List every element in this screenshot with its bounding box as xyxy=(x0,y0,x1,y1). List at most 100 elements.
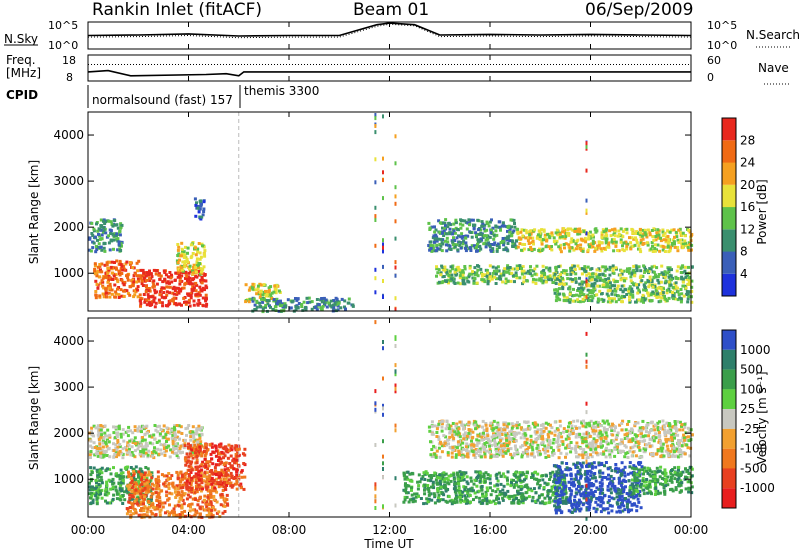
heat-cell xyxy=(623,228,627,231)
heat-cell xyxy=(662,454,666,458)
heat-cell xyxy=(253,303,257,307)
heat-cell xyxy=(90,232,94,235)
heat-cell xyxy=(657,295,661,299)
heat-cell xyxy=(456,281,460,285)
heat-cell xyxy=(597,299,601,303)
heat-cell xyxy=(633,282,637,286)
heat-cell xyxy=(144,442,148,445)
heat-cell xyxy=(520,267,523,270)
heat-cell xyxy=(102,452,106,456)
heat-cell xyxy=(504,421,507,425)
heat-cell xyxy=(474,233,478,237)
heat-cell xyxy=(118,487,122,491)
heat-cell xyxy=(175,451,179,455)
heat-cell xyxy=(484,423,488,427)
heat-cell xyxy=(121,281,125,285)
heat-cell xyxy=(449,265,453,269)
heat-cell xyxy=(238,484,242,488)
heat-cell xyxy=(463,431,467,435)
heat-cell xyxy=(530,445,534,449)
heat-cell xyxy=(672,447,676,451)
heat-cell xyxy=(606,294,610,298)
heat-cell xyxy=(374,113,377,117)
heat-cell xyxy=(223,497,227,501)
heat-cell xyxy=(607,289,611,293)
heat-cell xyxy=(164,295,168,299)
heat-cell xyxy=(443,221,447,225)
heat-cell xyxy=(178,282,182,286)
heat-cell xyxy=(88,492,92,496)
heat-cell xyxy=(99,451,102,455)
heat-cell xyxy=(198,293,202,297)
heat-cell xyxy=(540,240,544,244)
heat-cell xyxy=(480,274,484,278)
heat-cell xyxy=(442,275,446,278)
colorbar-swatch xyxy=(722,140,736,163)
heat-cell xyxy=(661,244,665,248)
heat-cell xyxy=(663,273,667,277)
heat-cell xyxy=(656,428,660,432)
heat-cell xyxy=(643,231,647,235)
heat-cell xyxy=(672,240,676,244)
heat-cell xyxy=(576,246,580,250)
heat-cell xyxy=(157,273,161,277)
heat-cell xyxy=(657,300,661,304)
heat-cell xyxy=(92,466,96,470)
heat-cell xyxy=(127,473,131,477)
heat-cell xyxy=(194,265,198,269)
heat-cell xyxy=(571,278,575,282)
heat-cell xyxy=(511,241,515,245)
heat-cell xyxy=(561,440,565,444)
heat-cell xyxy=(643,450,647,454)
heat-cell xyxy=(184,514,187,518)
heat-cell xyxy=(684,284,688,288)
heat-cell xyxy=(166,510,170,514)
heat-cell xyxy=(534,440,538,444)
heat-cell xyxy=(208,443,212,447)
heat-cell xyxy=(562,295,566,299)
heat-cell xyxy=(575,244,579,247)
heat-cell xyxy=(181,249,184,253)
heat-cell xyxy=(142,438,146,442)
heat-cell xyxy=(198,257,202,261)
heat-cell xyxy=(594,451,598,455)
heat-cell xyxy=(588,435,592,438)
heat-cell xyxy=(114,488,118,492)
heat-cell xyxy=(564,437,568,441)
heat-cell xyxy=(490,423,494,427)
heat-cell xyxy=(184,463,188,467)
heat-cell xyxy=(449,446,453,450)
heat-cell xyxy=(493,241,497,245)
heat-cell xyxy=(574,451,578,455)
heat-cell xyxy=(115,492,119,496)
heat-cell xyxy=(131,453,135,457)
heat-cell xyxy=(573,227,577,231)
heat-cell xyxy=(432,454,436,458)
heat-cell xyxy=(223,454,227,458)
heat-cell xyxy=(201,244,204,248)
heat-cell xyxy=(159,443,163,447)
heat-cell xyxy=(199,474,203,478)
heat-cell xyxy=(447,424,451,428)
heat-cell xyxy=(560,435,564,439)
heat-cell xyxy=(193,197,197,201)
heat-cell xyxy=(436,237,440,241)
heat-cell xyxy=(230,444,234,448)
heat-cell xyxy=(119,288,123,292)
heat-cell xyxy=(239,470,243,474)
heat-cell xyxy=(597,421,600,425)
heat-cell xyxy=(647,269,651,273)
heat-cell xyxy=(144,491,148,495)
heat-cell xyxy=(105,263,109,267)
heat-cell xyxy=(456,429,460,433)
heat-cell xyxy=(619,240,623,244)
heat-cell xyxy=(89,444,93,448)
heat-cell xyxy=(543,233,547,237)
heat-cell xyxy=(143,300,147,304)
heat-cell xyxy=(150,300,154,304)
heat-cell xyxy=(446,240,450,244)
heat-cell xyxy=(96,470,99,474)
heat-cell xyxy=(115,259,119,263)
heat-cell xyxy=(660,271,664,275)
